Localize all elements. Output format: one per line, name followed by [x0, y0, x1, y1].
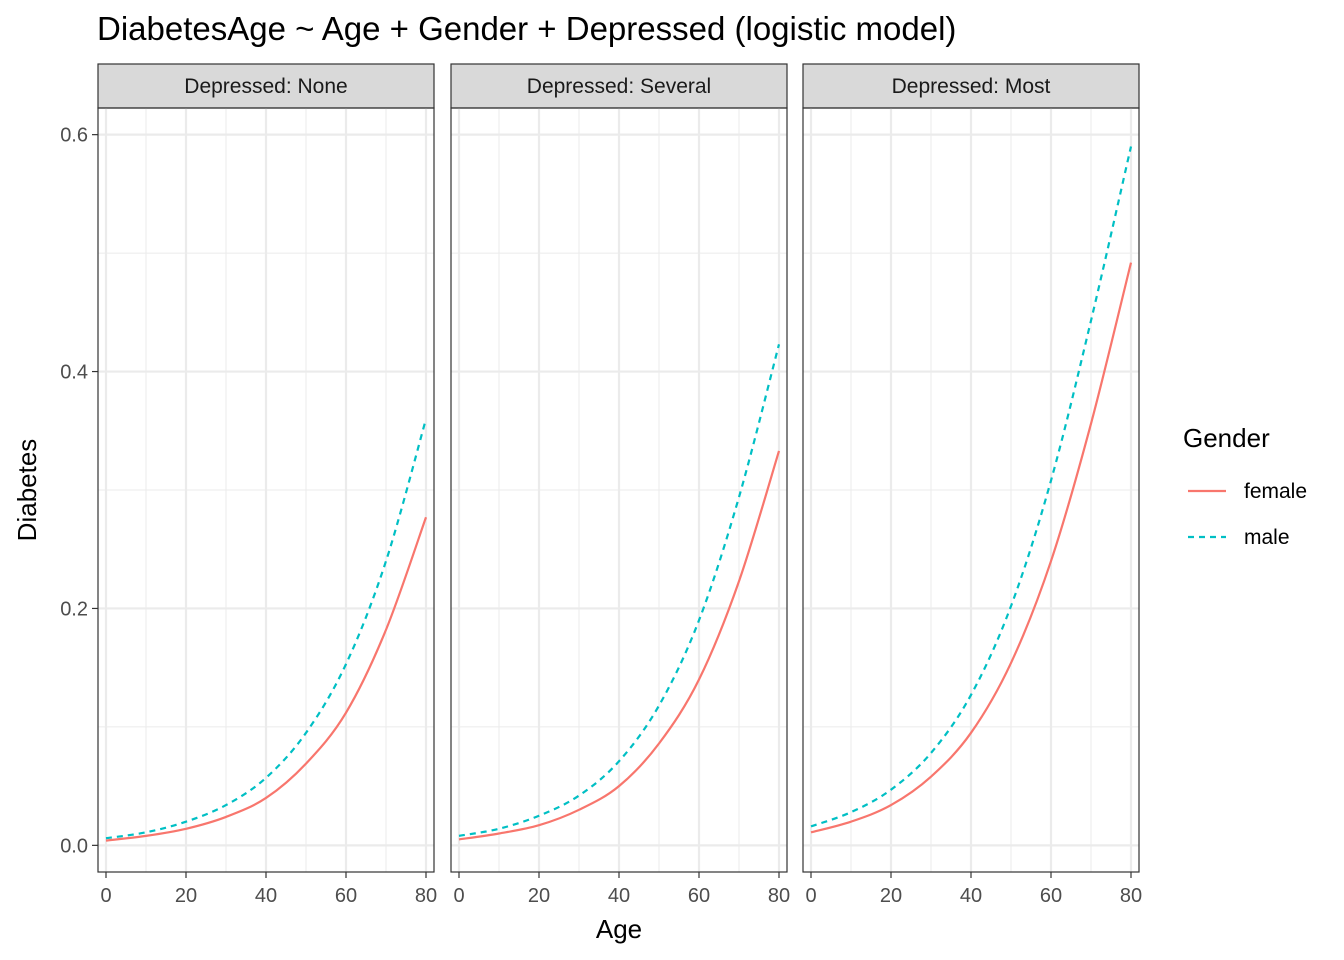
x-tick-label: 40: [960, 885, 982, 907]
x-tick-label: 80: [415, 885, 437, 907]
panel-1: Depressed: None 0 20 40 60 80: [97, 63, 437, 907]
facet-strip-label: Depressed: Several: [527, 75, 711, 98]
series-line-female: [105, 516, 428, 842]
legend-title: Gender: [1183, 423, 1270, 453]
x-tick-label: 0: [100, 885, 111, 907]
legend-label-male: male: [1244, 526, 1290, 549]
y-tick-label: 0.0: [60, 835, 88, 857]
series-line-female: [458, 450, 781, 841]
x-tick-label: 60: [335, 885, 357, 907]
x-tick-label: 0: [453, 885, 464, 907]
series-line-male: [105, 418, 428, 840]
facet-strip: [97, 63, 435, 109]
x-tick-label: 60: [1040, 885, 1062, 907]
x-tick-label: 60: [688, 885, 710, 907]
x-tick-label: 80: [1120, 885, 1142, 907]
y-tick-label: 0.6: [60, 125, 88, 147]
y-axis: 0.0 0.2 0.4 0.6: [60, 125, 98, 857]
y-tick-label: 0.4: [60, 362, 88, 384]
facet-strip-label: Depressed: Most: [892, 75, 1051, 98]
x-tick-label: 0: [805, 885, 816, 907]
series-line-female: [810, 262, 1133, 834]
panel-3: Depressed: Most 0 20 40 60 80: [802, 63, 1142, 907]
chart-title: DiabetesAge ~ Age + Gender + Depressed (…: [97, 10, 956, 47]
x-axis-title: Age: [596, 914, 642, 944]
legend: Gender female male: [1183, 423, 1307, 549]
x-tick-label: 20: [880, 885, 902, 907]
facet-strip: [450, 63, 788, 109]
x-tick-label: 20: [528, 885, 550, 907]
facet-strip-label: Depressed: None: [184, 75, 347, 98]
x-tick-label: 40: [255, 885, 277, 907]
x-tick-label: 20: [175, 885, 197, 907]
panel-2: Depressed: Several 0 20 40 60 80: [450, 63, 790, 907]
y-axis-title: Diabetes: [12, 439, 42, 542]
series-line-male: [810, 146, 1133, 828]
x-tick-label: 40: [608, 885, 630, 907]
x-tick-label: 80: [768, 885, 790, 907]
y-tick-label: 0.2: [60, 598, 88, 620]
legend-label-female: female: [1244, 480, 1307, 503]
